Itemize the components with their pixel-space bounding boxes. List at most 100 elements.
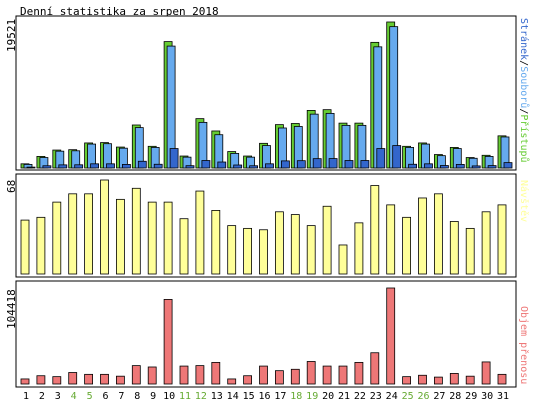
side-label-part-0: Návštěv bbox=[518, 180, 530, 222]
bar-volume-day-11 bbox=[179, 365, 189, 385]
bar-visits-day-28 bbox=[449, 221, 459, 275]
bar-volume-day-23 bbox=[370, 352, 380, 385]
bar-visits-day-3 bbox=[52, 201, 62, 275]
bars-hits-files-pages bbox=[20, 21, 513, 169]
panel-visits: 68 Návštěv bbox=[5, 173, 530, 278]
bar-volume-day-9 bbox=[147, 366, 157, 385]
bar-volume-day-6 bbox=[100, 373, 109, 385]
bar-volume-day-21 bbox=[338, 365, 348, 385]
bar-volume-day-20 bbox=[322, 365, 332, 385]
x-tick-label-31: 31 bbox=[497, 391, 509, 402]
bar-volume-day-22 bbox=[354, 361, 364, 385]
bar-volume-day-1 bbox=[20, 378, 30, 385]
x-tick-label-26: 26 bbox=[417, 391, 429, 402]
bar-volume-day-29 bbox=[465, 375, 475, 385]
bar-volume-day-14 bbox=[227, 378, 237, 385]
x-tick-label-11: 11 bbox=[179, 391, 191, 402]
bar-volume-day-30 bbox=[481, 361, 491, 385]
bar-volume-day-26 bbox=[418, 374, 427, 385]
x-tick-label-19: 19 bbox=[306, 391, 318, 402]
bar-visits-day-19 bbox=[306, 225, 316, 275]
bar-pages-day-8 bbox=[137, 160, 147, 169]
bar-visits-day-11 bbox=[179, 218, 189, 275]
bar-pages-day-17 bbox=[280, 160, 290, 169]
bar-visits-day-31 bbox=[497, 204, 507, 275]
side-label-part-0: Objem přenosu bbox=[518, 306, 530, 384]
side-label-part-1: / bbox=[518, 60, 529, 66]
max-label-volume: 104418 bbox=[5, 289, 18, 329]
bar-pages-day-9 bbox=[153, 163, 163, 169]
bar-volume-day-27 bbox=[433, 376, 443, 385]
bar-pages-day-20 bbox=[328, 158, 338, 169]
side-label-part-3: / bbox=[518, 108, 529, 114]
x-tick-label-6: 6 bbox=[102, 391, 108, 402]
bar-visits-day-30 bbox=[481, 211, 491, 275]
x-tick-label-13: 13 bbox=[211, 391, 223, 402]
bar-visits-day-6 bbox=[100, 179, 109, 275]
side-label-part-0: Stránek bbox=[518, 18, 530, 60]
bar-pages-day-24 bbox=[392, 145, 402, 169]
x-tick-label-10: 10 bbox=[163, 391, 175, 402]
bar-visits-day-29 bbox=[465, 227, 475, 275]
bar-visits-day-2 bbox=[36, 216, 46, 275]
x-tick-label-21: 21 bbox=[338, 391, 350, 402]
bar-visits-day-12 bbox=[195, 190, 205, 275]
bar-volume-day-5 bbox=[84, 373, 93, 385]
bar-pages-day-1 bbox=[26, 166, 36, 169]
bar-pages-day-15 bbox=[249, 165, 259, 169]
bars-volume bbox=[20, 287, 507, 385]
x-tick-label-24: 24 bbox=[386, 391, 398, 402]
bar-pages-day-18 bbox=[296, 160, 306, 169]
bar-pages-day-22 bbox=[360, 160, 370, 169]
side-label-hits-files-pages: Stránek/Souborů/Přístupů bbox=[518, 18, 530, 163]
bar-volume-day-10 bbox=[163, 299, 173, 385]
x-tick-label-4: 4 bbox=[71, 391, 77, 402]
bar-pages-day-27 bbox=[439, 165, 449, 169]
bar-volume-day-3 bbox=[52, 376, 62, 385]
bar-pages-day-10 bbox=[169, 148, 179, 169]
side-label-visits: Návštěv bbox=[518, 180, 530, 222]
bar-visits-day-21 bbox=[338, 244, 348, 275]
bar-volume-day-2 bbox=[36, 375, 46, 385]
bar-visits-day-22 bbox=[354, 222, 364, 275]
side-label-volume: Objem přenosu bbox=[518, 306, 530, 384]
x-tick-label-22: 22 bbox=[354, 391, 366, 402]
bar-pages-day-31 bbox=[503, 162, 513, 169]
bar-volume-day-19 bbox=[306, 361, 316, 385]
bar-pages-day-16 bbox=[265, 163, 274, 169]
bar-volume-day-17 bbox=[274, 370, 284, 385]
side-label-part-2: Souborů bbox=[518, 66, 530, 108]
bar-visits-day-17 bbox=[274, 211, 284, 275]
bar-visits-day-1 bbox=[20, 219, 30, 275]
x-tick-label-16: 16 bbox=[258, 391, 270, 402]
x-tick-label-5: 5 bbox=[87, 391, 93, 402]
panel-volume: 104418 Objem přenosu bbox=[5, 280, 530, 388]
max-label-hits: 19521 bbox=[5, 19, 18, 52]
x-tick-label-9: 9 bbox=[150, 391, 156, 402]
x-tick-label-8: 8 bbox=[134, 391, 140, 402]
bar-visits-day-18 bbox=[290, 214, 300, 275]
bar-visits-day-26 bbox=[418, 197, 427, 275]
bar-visits-day-15 bbox=[243, 227, 253, 275]
bar-pages-day-21 bbox=[344, 160, 354, 169]
bar-visits-day-24 bbox=[386, 204, 396, 275]
bar-pages-day-19 bbox=[312, 158, 322, 169]
bar-pages-day-25 bbox=[408, 163, 418, 169]
bar-visits-day-20 bbox=[322, 205, 332, 275]
x-tick-label-14: 14 bbox=[227, 391, 239, 402]
bars-visits bbox=[20, 179, 507, 275]
bar-pages-day-28 bbox=[455, 164, 465, 169]
x-tick-label-15: 15 bbox=[243, 391, 255, 402]
bar-volume-day-25 bbox=[402, 376, 412, 385]
bar-volume-day-16 bbox=[259, 365, 268, 385]
x-tick-label-3: 3 bbox=[55, 391, 61, 402]
bar-volume-day-15 bbox=[243, 375, 253, 385]
page-title: Denní statistika za srpen 2018 bbox=[20, 5, 219, 18]
bar-visits-day-16 bbox=[259, 229, 268, 275]
bar-pages-day-12 bbox=[201, 160, 211, 169]
x-tick-label-20: 20 bbox=[322, 391, 334, 402]
x-tick-label-30: 30 bbox=[481, 391, 493, 402]
x-tick-label-2: 2 bbox=[39, 391, 45, 402]
x-tick-label-28: 28 bbox=[449, 391, 461, 402]
